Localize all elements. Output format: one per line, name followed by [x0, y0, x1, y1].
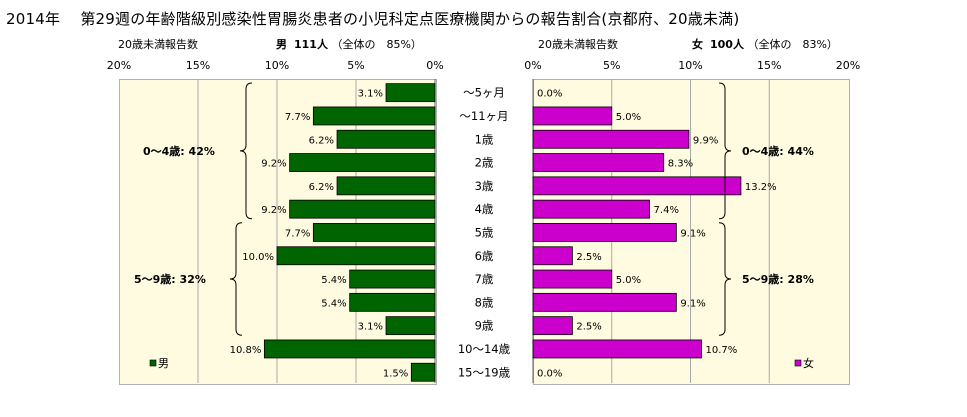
left-group-label: 5～9歳: 32%: [134, 272, 206, 286]
left-bar: [263, 339, 436, 359]
right-data-label: 8.3%: [668, 159, 693, 170]
right-data-label: 10.7%: [706, 345, 738, 356]
left-legend-label: 男: [158, 357, 169, 370]
right-data-label: 0.0%: [537, 89, 562, 100]
left-data-label: 3.1%: [358, 322, 383, 333]
right-legend-label: 女: [803, 356, 814, 370]
left-data-label: 6.2%: [309, 135, 334, 146]
left-data-label: 5.4%: [321, 275, 346, 286]
right-data-label: 9.1%: [680, 228, 705, 239]
left-data-label: 7.7%: [285, 112, 310, 123]
left-bar: [336, 129, 436, 149]
left-legend-swatch: [149, 359, 157, 367]
left-data-label: 5.4%: [321, 298, 346, 309]
left-bar: [349, 269, 436, 289]
left-data-label: 10.0%: [242, 252, 274, 263]
right-bar: [532, 246, 573, 266]
category-label: 9歳: [475, 319, 494, 333]
left-share: （全体の 85%）: [331, 38, 422, 51]
left-data-label: 6.2%: [309, 182, 334, 193]
category-label: 1歳: [475, 132, 494, 146]
chart-title: 2014年 第29週の年齢階級別感染性胃腸炎患者の小児科定点医療機関からの報告割…: [6, 10, 740, 28]
left-data-label: 9.2%: [261, 159, 286, 170]
category-label: 6歳: [475, 249, 494, 263]
right-bar: [532, 199, 650, 219]
category-label: 10～14歳: [458, 342, 511, 356]
left-group-bracket: [239, 82, 253, 220]
right-data-label: 9.9%: [693, 135, 718, 146]
left-group-label: 0～4歳: 42%: [143, 144, 215, 158]
right-bar: [532, 176, 742, 196]
left-bar: [289, 199, 436, 219]
right-bar: [532, 106, 613, 126]
left-data-label: 1.5%: [383, 368, 408, 379]
left-sex-label: 男 111人 （全体の 85%）: [276, 36, 422, 52]
right-bar: [532, 129, 690, 149]
right-bar: [532, 269, 613, 289]
left-bar: [385, 316, 436, 336]
right-report-label: 20歳未満報告数: [538, 38, 618, 51]
right-group-bracket: [718, 222, 732, 336]
category-label: ～11ヶ月: [459, 109, 508, 123]
left-x-tick-label: 10%: [265, 59, 289, 72]
left-x-tick-label: 20%: [107, 59, 131, 72]
left-group-bracket: [229, 222, 243, 336]
right-x-tick-label: 15%: [757, 59, 781, 72]
left-bar: [410, 362, 436, 382]
left-sex: 男: [276, 38, 287, 51]
left-report-label: 20歳未満報告数: [118, 38, 198, 51]
left-bar: [385, 83, 436, 103]
left-bar: [289, 153, 436, 172]
right-x-tick-label: 0%: [524, 59, 541, 72]
right-bar: [532, 223, 677, 242]
left-bar: [349, 292, 436, 312]
category-label: 5歳: [475, 225, 494, 239]
category-label: 7歳: [475, 272, 494, 286]
category-label: 4歳: [475, 202, 494, 216]
right-x-tick-label: 20%: [836, 59, 860, 72]
right-data-label: 0.0%: [537, 368, 562, 379]
left-bar: [336, 176, 436, 196]
right-bar: [532, 153, 665, 172]
right-group-label: 0～4歳: 44%: [742, 144, 814, 158]
left-data-label: 3.1%: [358, 89, 383, 100]
right-data-label: 5.0%: [616, 112, 641, 123]
right-x-tick-label: 10%: [678, 59, 702, 72]
right-sex-label: 女 100人 （全体の 83%）: [692, 36, 838, 52]
category-label: 15～19歳: [458, 365, 511, 379]
left-x-tick-label: 5%: [347, 59, 364, 72]
category-label: ～5ヶ月: [463, 86, 505, 100]
right-share: （全体の 83%）: [747, 38, 838, 51]
right-bar: [532, 316, 573, 336]
right-count: 100人: [710, 38, 744, 51]
right-group-label: 5～9歳: 28%: [742, 272, 814, 286]
category-label: 2歳: [475, 156, 494, 170]
left-data-label: 10.8%: [230, 345, 262, 356]
left-bar: [276, 246, 436, 266]
right-data-label: 13.2%: [745, 182, 777, 193]
right-data-label: 9.1%: [680, 298, 705, 309]
left-data-label: 7.7%: [285, 228, 310, 239]
left-bar: [312, 106, 436, 126]
left-x-tick-label: 0%: [426, 59, 443, 72]
left-count: 111人: [294, 38, 328, 51]
right-data-label: 2.5%: [576, 322, 601, 333]
right-legend-swatch: [794, 359, 802, 367]
left-bar: [312, 223, 436, 242]
right-bar: [532, 292, 677, 312]
right-data-label: 2.5%: [576, 252, 601, 263]
category-label: 3歳: [475, 179, 494, 193]
category-label: 8歳: [475, 295, 494, 309]
right-sex: 女: [692, 38, 703, 51]
right-x-tick-label: 5%: [603, 59, 620, 72]
right-data-label: 7.4%: [654, 205, 679, 216]
right-data-label: 5.0%: [616, 275, 641, 286]
left-x-tick-label: 15%: [186, 59, 210, 72]
left-data-label: 9.2%: [261, 205, 286, 216]
right-bar: [532, 339, 702, 359]
right-group-bracket: [718, 82, 732, 220]
